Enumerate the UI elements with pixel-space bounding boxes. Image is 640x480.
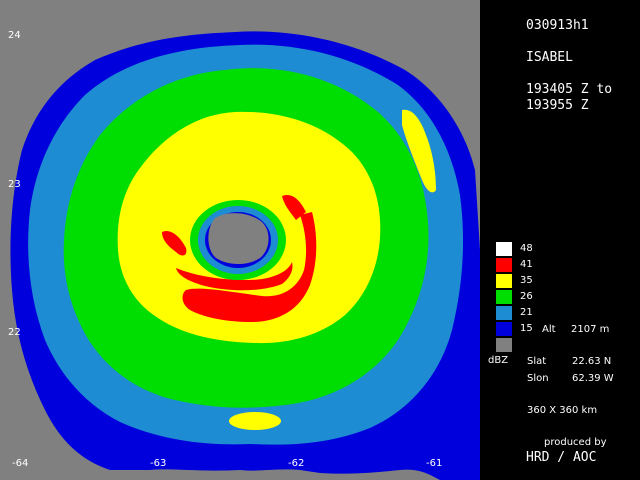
no-data-notch-bottom (110, 470, 220, 480)
band-41-dbz-south (182, 212, 317, 322)
lon-tick-label: -63 (150, 458, 167, 469)
band-41-dbz-west (162, 230, 187, 256)
legend-value: 21 (520, 307, 533, 318)
product-id: 030913h1 (526, 18, 589, 33)
band-35-dbz-south-blob (229, 412, 281, 430)
altitude-label: Alt (542, 324, 556, 335)
no-data-notch-left (0, 120, 20, 155)
band-41-dbz-east (282, 194, 306, 220)
lat-tick-label: 22 (8, 327, 21, 338)
lon-tick-label: -61 (426, 458, 443, 469)
credit-line2: HRD / AOC (526, 450, 597, 465)
center-lat-label: Slat (527, 356, 547, 367)
band-41-dbz-arc (176, 262, 293, 291)
legend-value: 15 (520, 323, 533, 334)
legend-value: 35 (520, 275, 533, 286)
radar-image (0, 0, 480, 480)
lon-tick-label: -64 (12, 458, 29, 469)
legend-swatch (496, 306, 512, 320)
eye-no-data (208, 213, 269, 264)
center-lon-label: Slon (527, 373, 549, 384)
lon-tick-label: -62 (288, 458, 305, 469)
legend-value: 41 (520, 259, 533, 270)
legend-swatch (496, 274, 512, 288)
lat-tick-label: 24 (8, 30, 21, 41)
legend-swatch (496, 322, 512, 336)
credit-line1: produced by (544, 437, 607, 448)
legend-swatch (496, 290, 512, 304)
storm-name: ISABEL (526, 50, 573, 65)
legend-value: 26 (520, 291, 533, 302)
legend-swatch (496, 242, 512, 256)
legend-nodata-swatch (496, 338, 512, 352)
legend-value: 48 (520, 243, 533, 254)
lat-tick-label: 23 (8, 179, 21, 190)
center-lon-value: 62.39 W (572, 373, 614, 384)
band-35-dbz-streak (402, 109, 436, 193)
time-end: 193955 Z (526, 98, 589, 113)
legend-swatch (496, 258, 512, 272)
time-start: 193405 Z to (526, 82, 613, 97)
center-lat-value: 22.63 N (572, 356, 612, 367)
radar-reflectivity-map: 24 23 22 -64 -63 -62 -61 (0, 0, 480, 480)
legend-unit: dBZ (488, 355, 509, 366)
info-panel: 030913h1 ISABEL 193405 Z to 193955 Z 48 … (480, 0, 640, 480)
domain-size: 360 X 360 km (527, 405, 598, 416)
altitude-value: 2107 m (571, 324, 610, 335)
